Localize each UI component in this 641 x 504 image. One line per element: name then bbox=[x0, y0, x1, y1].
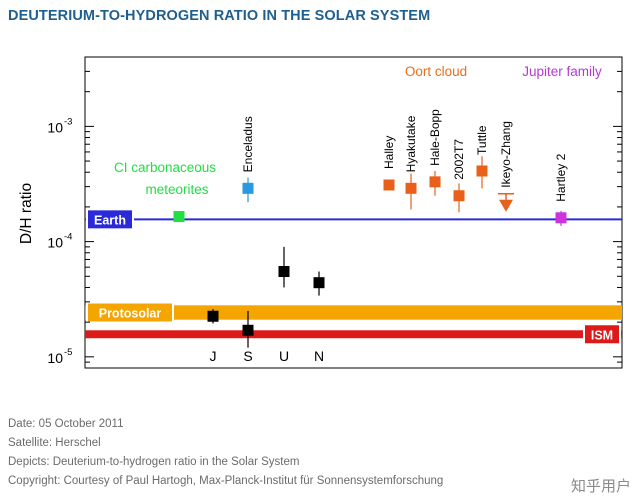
ikeyo-zhang-limit-arrow bbox=[499, 199, 513, 212]
jupiter-family-label: Jupiter family bbox=[522, 64, 602, 79]
enceladus-marker bbox=[242, 182, 254, 194]
ikeyo-zhang-label: Ikeyo-Zhang bbox=[499, 121, 513, 188]
hale-bopp-label: Hale-Bopp bbox=[428, 109, 442, 166]
y-tick-label: 10 bbox=[47, 119, 63, 135]
earth-label-box bbox=[86, 208, 134, 231]
hartley-2-marker bbox=[555, 212, 567, 224]
ism-band bbox=[85, 330, 622, 339]
hyakutake-marker bbox=[405, 182, 417, 194]
meta-depicts: Depicts: Deuterium-to-hydrogen ratio in … bbox=[8, 456, 300, 468]
2002t7-marker bbox=[453, 190, 465, 202]
enceladus-label: Enceladus bbox=[241, 116, 255, 172]
ci-carbonaceous-meteorites-marker bbox=[173, 211, 185, 223]
tuttle-label: Tuttle bbox=[475, 125, 489, 155]
n-label: N bbox=[314, 348, 324, 364]
y-tick-exponent: -4 bbox=[64, 232, 72, 243]
protosolar-label: Protosolar bbox=[99, 307, 162, 321]
meta-satellite: Satellite: Herschel bbox=[8, 437, 101, 449]
s-marker bbox=[242, 324, 254, 336]
y-axis-label: D/H ratio bbox=[18, 183, 35, 244]
hyakutake-label: Hyakutake bbox=[404, 115, 418, 172]
halley-marker bbox=[383, 179, 395, 191]
ci-carbonaceous-meteorites-label-line1: CI carbonaceous bbox=[114, 160, 216, 175]
oort-cloud-label: Oort cloud bbox=[405, 64, 467, 79]
y-tick-label: 10 bbox=[47, 235, 63, 251]
meta-date: Date: 05 October 2011 bbox=[8, 418, 124, 430]
y-tick-label: 10 bbox=[47, 350, 63, 366]
earth-label: Earth bbox=[94, 213, 126, 227]
ism-label: ISM bbox=[591, 328, 613, 342]
n-marker bbox=[313, 277, 325, 289]
u-marker bbox=[278, 266, 290, 278]
chart-title: DEUTERIUM-TO-HYDROGEN RATIO IN THE SOLAR… bbox=[8, 8, 431, 24]
2002t7-label: 2002T7 bbox=[452, 139, 466, 180]
halley-label: Halley bbox=[382, 136, 396, 169]
ism-label-box bbox=[583, 323, 621, 346]
y-tick-exponent: -3 bbox=[64, 116, 72, 127]
s-label: S bbox=[243, 348, 252, 364]
hale-bopp-marker bbox=[429, 176, 441, 188]
j-marker bbox=[207, 310, 219, 322]
j-label: J bbox=[210, 348, 217, 364]
tuttle-marker bbox=[476, 165, 488, 177]
hartley-2-label: Hartley 2 bbox=[554, 153, 568, 201]
watermark: 知乎用户 bbox=[570, 477, 631, 495]
y-tick-exponent: -5 bbox=[64, 347, 72, 358]
ci-carbonaceous-meteorites-label-line2: meteorites bbox=[145, 182, 208, 197]
protosolar-band bbox=[85, 305, 622, 320]
protosolar-label-box bbox=[86, 301, 174, 324]
meta-copyright: Copyright: Courtesy of Paul Hartogh, Max… bbox=[8, 475, 444, 487]
u-label: U bbox=[279, 348, 289, 364]
